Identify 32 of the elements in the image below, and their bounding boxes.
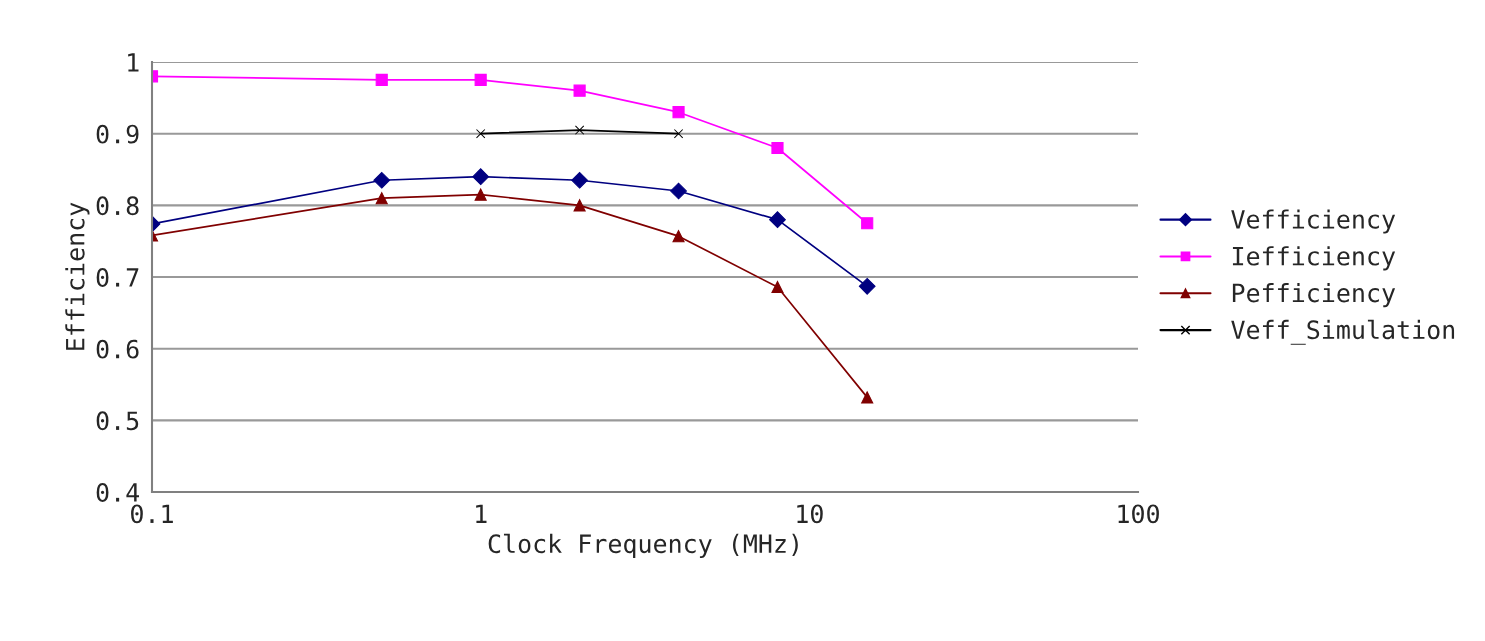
x-tick-label: 100 — [1118, 504, 1159, 524]
point — [375, 73, 388, 86]
legend-label: Pefficiency — [1232, 283, 1396, 308]
point — [472, 168, 490, 186]
point — [375, 192, 388, 205]
point — [670, 182, 687, 200]
point — [672, 230, 685, 243]
x-tick-label: 10 — [797, 504, 823, 524]
point — [573, 84, 586, 97]
y-tick-label: 0.9 — [96, 124, 139, 144]
point — [771, 280, 784, 294]
legend-label: Vefficiency — [1231, 209, 1396, 234]
point — [373, 171, 391, 189]
y-tick-label: 0.6 — [96, 339, 139, 359]
legend-label: Iefficiency — [1232, 246, 1396, 271]
legend-label: Veff_Simulation — [1231, 319, 1455, 345]
point — [474, 73, 487, 86]
y-tick-label: 1 — [128, 53, 139, 72]
y-tick-label: 0.7 — [96, 268, 139, 287]
y-axis-title: Efficiency — [65, 202, 90, 350]
point — [571, 171, 588, 189]
point — [573, 199, 586, 212]
x-tick-label: 1 — [476, 504, 487, 523]
point — [672, 106, 685, 119]
point — [474, 188, 487, 201]
point — [771, 141, 784, 155]
point — [769, 211, 786, 229]
y-tick-label: 0.4 — [96, 483, 139, 502]
x-tick-label: 0.1 — [131, 504, 173, 524]
x-axis-title: Clock Frequency (MHz) — [488, 533, 798, 559]
y-tick-label: 0.5 — [96, 411, 139, 431]
y-tick-label: 0.8 — [96, 196, 139, 216]
